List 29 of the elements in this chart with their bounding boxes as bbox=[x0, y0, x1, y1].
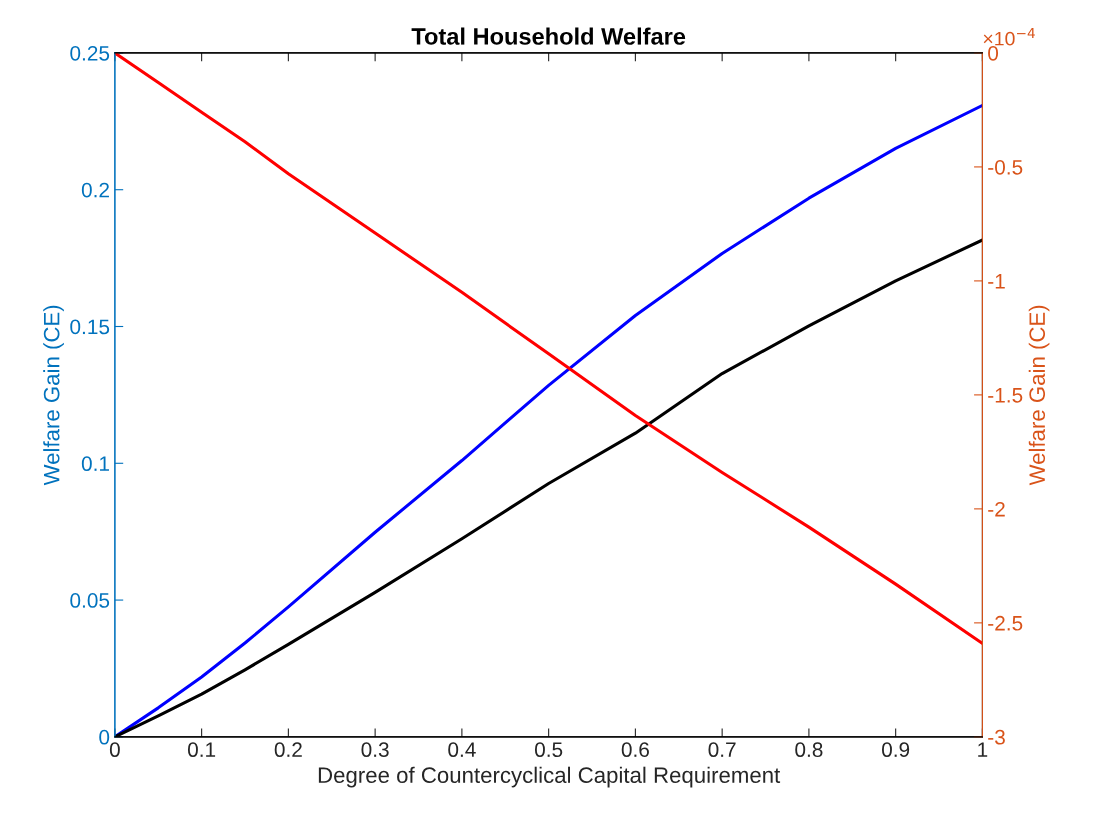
y2-axis-title: Welfare Gain (CE) bbox=[1028, 305, 1050, 486]
x-tick-label: 0.4 bbox=[448, 742, 476, 758]
x-tick-label: 0.5 bbox=[534, 742, 563, 758]
x-tick-label: 0.2 bbox=[274, 742, 302, 758]
y2-tick-label: -0.5 bbox=[988, 159, 1023, 175]
x-tick-label: 0.8 bbox=[795, 742, 823, 758]
x-tick-label: 1 bbox=[978, 742, 988, 757]
y-axis-title: Welfare Gain (CE) bbox=[43, 305, 64, 486]
y-tick-label: 0.1 bbox=[81, 456, 109, 472]
y2-tick-label: -2.5 bbox=[988, 615, 1023, 631]
x-tick-label: 0.1 bbox=[187, 742, 216, 758]
x-tick-label: 0 bbox=[109, 742, 120, 758]
x-tick-label: 0.9 bbox=[881, 742, 910, 758]
y-tick-label: 0.15 bbox=[70, 319, 110, 335]
y2-tick-label: -1 bbox=[988, 274, 1005, 289]
chart-title: Total Household Welfare bbox=[411, 27, 686, 45]
x-tick-label: 0.7 bbox=[708, 742, 736, 758]
y2-tick-label: -2 bbox=[988, 501, 1005, 517]
text: ×10$^{−4}$ bbox=[983, 27, 1035, 46]
y-tick-label: 0.25 bbox=[70, 45, 110, 61]
y2-tick-label: -1.5 bbox=[988, 388, 1023, 403]
y-tick-label: 0.05 bbox=[70, 593, 110, 608]
y2-tick-label: 0 bbox=[988, 45, 999, 61]
y-tick-label: 0 bbox=[99, 729, 110, 745]
x-tick-label: 0.6 bbox=[621, 742, 649, 758]
x-tick-label: 0.3 bbox=[361, 742, 389, 758]
y2-tick-label: -3 bbox=[988, 729, 1005, 745]
x-axis-title: Degree of Countercyclical Capital Requirement bbox=[318, 766, 781, 788]
y-tick-label: 0.2 bbox=[81, 182, 109, 198]
